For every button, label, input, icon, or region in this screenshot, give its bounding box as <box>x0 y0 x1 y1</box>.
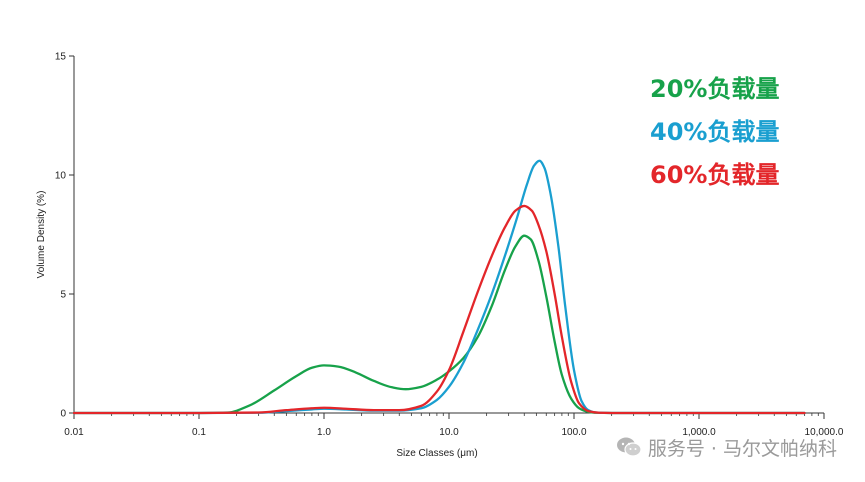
x-tick-label: 100.0 <box>561 427 586 438</box>
legend-label-3: 60%负载量 <box>650 161 779 189</box>
x-tick-label: 1.0 <box>317 427 331 438</box>
x-tick-label: 0.01 <box>64 427 84 438</box>
legend-label-2: 40%负载量 <box>650 118 779 146</box>
x-tick-label: 1,000.0 <box>682 427 716 438</box>
watermark: 服务号 · 马尔文帕纳科 <box>616 432 837 462</box>
series-line-2 <box>72 159 806 415</box>
legend-label-1: 20%负载量 <box>650 75 779 103</box>
legend: 20%负载量 40%负载量 60%负载量 <box>650 75 779 189</box>
y-tick-label: 0 <box>60 409 66 420</box>
wechat-icon <box>616 437 642 457</box>
y-tick-label: 5 <box>60 290 66 301</box>
y-tick-label: 15 <box>55 52 67 63</box>
x-axis-title: Size Classes (μm) <box>396 448 477 459</box>
series-group <box>72 159 806 415</box>
series-line-3 <box>72 204 806 415</box>
x-tick-label: 0.1 <box>192 427 206 438</box>
x-tick-label: 10.0 <box>439 427 459 438</box>
watermark-text: 服务号 · 马尔文帕纳科 <box>647 437 837 460</box>
x-tick-label: 10,000.0 <box>805 427 844 438</box>
y-tick-label: 10 <box>55 171 67 182</box>
y-axis-title: Volume Density (%) <box>36 191 47 279</box>
